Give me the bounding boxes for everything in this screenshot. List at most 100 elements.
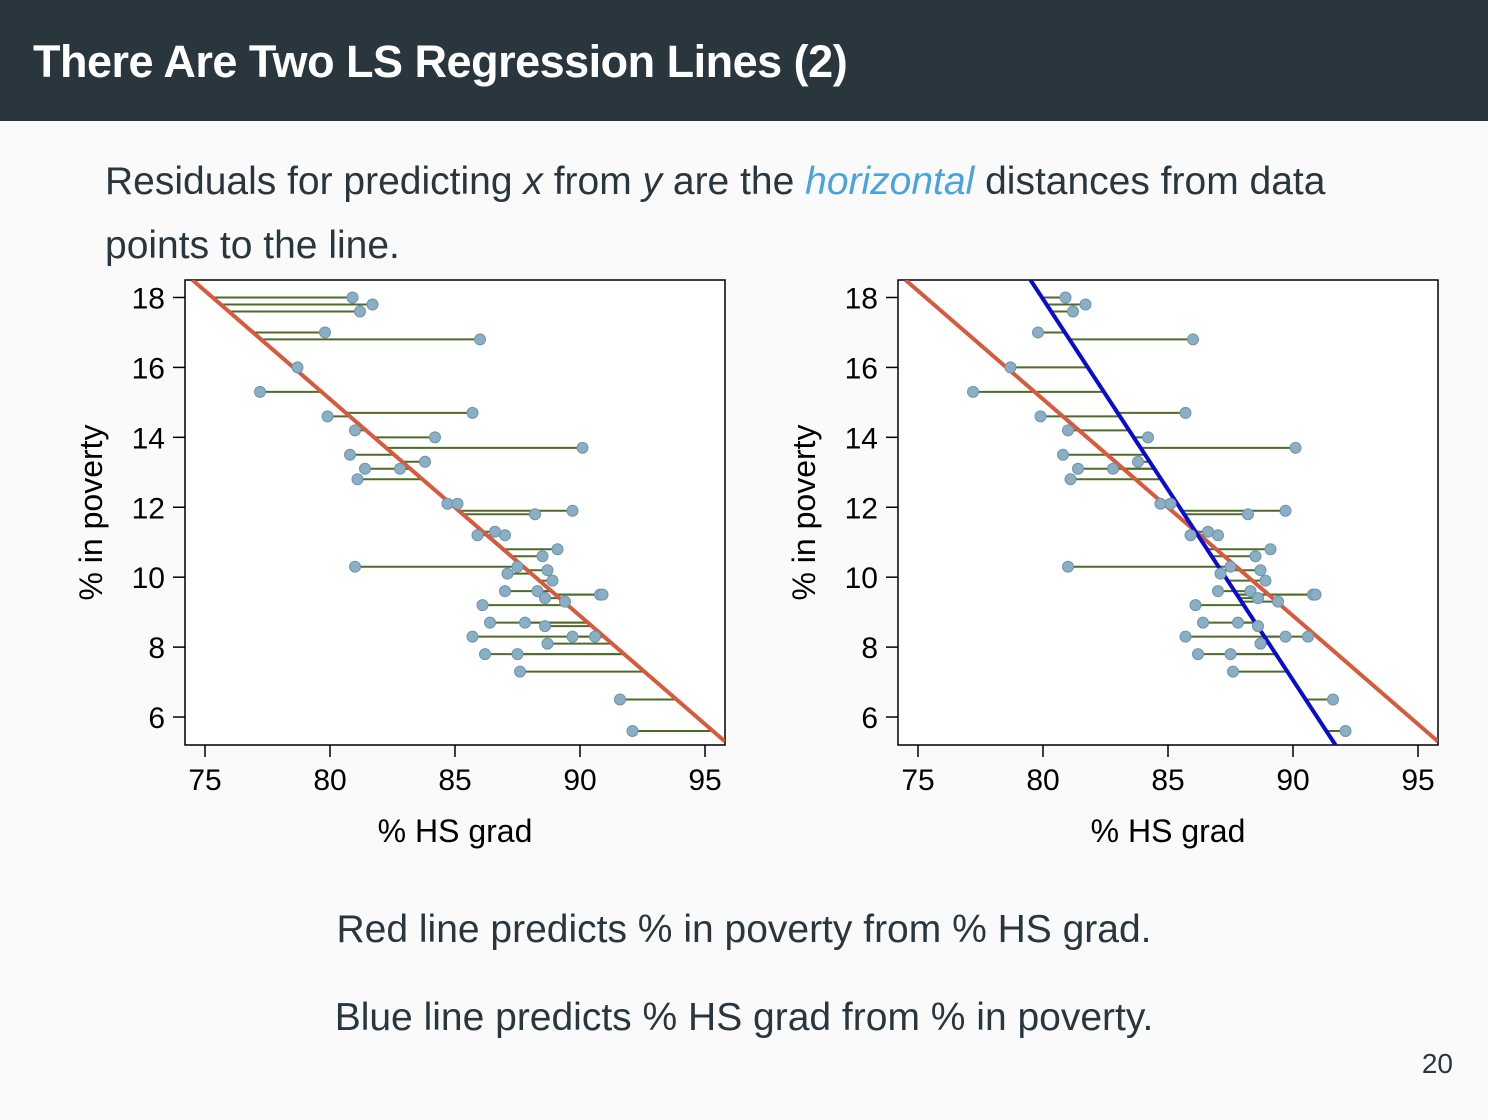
data-points [254, 291, 639, 738]
data-point [546, 574, 559, 587]
data-point [1192, 648, 1204, 661]
y-tick-label: 18 [845, 282, 878, 315]
data-point [346, 291, 359, 304]
x-tick-label: 90 [563, 764, 596, 797]
y-tick-label: 8 [148, 632, 165, 665]
data-point [1224, 560, 1237, 573]
y-axis-label: % in poverty [786, 424, 822, 600]
intro-y: y [642, 160, 663, 203]
data-point [1254, 564, 1267, 577]
data-point [1187, 333, 1199, 346]
data-point [1224, 648, 1237, 661]
data-point [451, 497, 464, 510]
x-tick-label: 80 [313, 764, 346, 797]
data-point [499, 585, 511, 598]
data-point [1212, 529, 1224, 542]
data-point [1214, 567, 1227, 580]
data-point [531, 585, 544, 598]
data-point [1232, 616, 1244, 629]
data-point [1064, 473, 1077, 486]
data-point [626, 725, 639, 738]
y-tick-label: 6 [861, 702, 878, 735]
data-point [354, 305, 366, 318]
data-point [351, 473, 364, 486]
left-scatter-svg: 75 80 85 90 95 6 8 10 12 14 16 18 % HS grad % in pove… [73, 279, 726, 849]
data-point [349, 560, 361, 573]
data-point [344, 448, 356, 461]
y-tick-label: 10 [132, 562, 165, 595]
y-tick-label: 18 [132, 282, 165, 315]
data-point [551, 543, 564, 556]
data-point [541, 637, 554, 650]
data-point [1184, 529, 1197, 542]
data-point [529, 508, 541, 521]
data-point [394, 462, 406, 475]
intro-mid1: from [542, 160, 643, 203]
data-point [596, 588, 609, 601]
data-point [466, 630, 479, 643]
regression-lines [191, 280, 725, 744]
data-point [1079, 298, 1092, 311]
data-point [1242, 508, 1254, 521]
plot-frame [897, 279, 1439, 746]
caption-red: Red line predicts % in poverty from % HS… [336, 908, 1152, 951]
data-point [1252, 592, 1264, 605]
intro-emphasis: horizontal [805, 160, 975, 203]
data-point [366, 298, 379, 311]
x-tick-label: 95 [1401, 764, 1434, 797]
data-point [1197, 616, 1209, 629]
data-point [319, 326, 331, 339]
data-point [1179, 630, 1192, 643]
data-point [541, 564, 554, 577]
data-point [566, 504, 579, 517]
data-point [321, 410, 334, 423]
data-point [559, 595, 571, 608]
intro-pre: Residuals for predicting [105, 160, 524, 203]
data-point [1309, 588, 1322, 601]
slide-title: There Are Two LS Regression Lines (2) [33, 36, 848, 87]
data-point [499, 529, 511, 542]
data-point [576, 441, 589, 454]
data-point [291, 361, 304, 374]
data-point [536, 550, 549, 563]
data-point [1272, 595, 1284, 608]
intro-post: distances from data points to the line. [105, 160, 1326, 267]
residual-segments [212, 296, 713, 733]
y-tick-label: 16 [132, 352, 165, 385]
page-number: 20 [1421, 1048, 1453, 1079]
data-point [539, 620, 551, 633]
data-point [1327, 693, 1339, 706]
data-point [1057, 448, 1069, 461]
data-point [1034, 410, 1047, 423]
data-point [1142, 431, 1154, 444]
data-point [1202, 525, 1214, 538]
data-point [441, 497, 454, 510]
data-point [1302, 630, 1314, 643]
data-point [1289, 441, 1302, 454]
title-bar: There Are Two LS Regression Lines (2) [0, 0, 1488, 121]
data-point [1032, 326, 1044, 339]
x-tick-label: 75 [188, 764, 221, 797]
data-point [1279, 630, 1292, 643]
x-tick-label: 95 [688, 764, 721, 797]
x-tick-label: 85 [438, 764, 471, 797]
data-point [614, 693, 626, 706]
intro-text: Residuals for predicting x from y are th… [105, 150, 1405, 278]
y-tick-label: 6 [148, 702, 165, 735]
data-point [1067, 305, 1079, 318]
data-point [349, 424, 361, 437]
data-point [1189, 599, 1202, 612]
data-point [1062, 560, 1074, 573]
data-point [1244, 585, 1257, 598]
intro-x: x [523, 160, 543, 203]
data-point [489, 525, 501, 538]
y-tick-label: 14 [845, 422, 878, 455]
data-point [1259, 574, 1272, 587]
data-point [479, 648, 491, 661]
x-axis-label: % HS grad [378, 813, 533, 849]
y-tick-label: 16 [845, 352, 878, 385]
data-point [1339, 725, 1352, 738]
data-point [254, 385, 266, 398]
x-tick-label: 75 [901, 764, 934, 797]
data-point [511, 560, 524, 573]
